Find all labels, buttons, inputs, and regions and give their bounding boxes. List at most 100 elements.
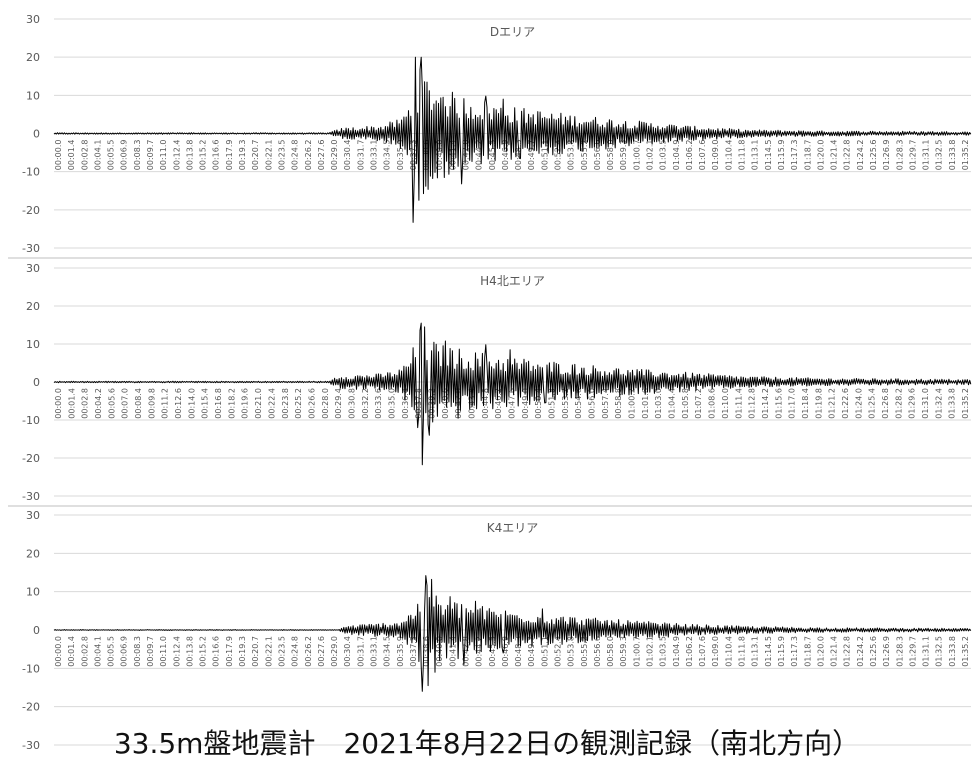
- x-tick-label: 01:22.8: [843, 636, 852, 667]
- x-tick-label: 00:07.0: [121, 388, 130, 419]
- x-tick-label: 01:26.9: [882, 636, 891, 667]
- x-tick-label: 01:22.6: [841, 388, 850, 419]
- x-tick-label: 00:40.6: [441, 388, 450, 419]
- x-tick-label: 00:00.0: [54, 636, 63, 667]
- x-tick-label: 01:04.9: [672, 140, 681, 171]
- x-tick-label: 00:25.2: [294, 388, 303, 419]
- x-tick-label: 01:11.8: [738, 636, 747, 667]
- x-tick-label: 00:09.7: [146, 140, 155, 171]
- x-tick-label: 01:24.2: [856, 636, 865, 667]
- x-tick-label: 00:22.4: [267, 388, 276, 419]
- x-tick-label: 01:29.7: [908, 140, 917, 171]
- x-tick-label: 01:07.6: [698, 140, 707, 171]
- y-tick-label: -10: [22, 166, 40, 179]
- x-tick-label: 00:59.3: [619, 140, 628, 171]
- x-tick-label: 00:27.6: [317, 636, 326, 667]
- x-tick-label: 01:20.0: [816, 140, 825, 171]
- x-tick-label: 00:09.7: [146, 636, 155, 667]
- x-tick-label: 00:44.2: [475, 636, 484, 667]
- x-tick-label: 00:21.0: [254, 388, 263, 419]
- x-tick-label: 01:26.8: [881, 388, 890, 419]
- x-tick-label: 01:03.5: [659, 140, 668, 171]
- x-tick-label: 01:28.3: [895, 636, 904, 667]
- x-tick-label: 01:02.1: [646, 636, 655, 667]
- x-tick-label: 00:31.7: [356, 636, 365, 667]
- x-tick-label: 00:27.6: [317, 140, 326, 171]
- x-tick-label: 01:15.9: [777, 140, 786, 171]
- x-tick-label: 00:08.3: [133, 636, 142, 667]
- x-tick-label: 00:58.0: [606, 636, 615, 667]
- x-tick-label: 00:16.6: [212, 140, 221, 171]
- x-tick-label: 01:33.8: [948, 636, 957, 667]
- x-tick-label: 01:15.9: [777, 636, 786, 667]
- x-tick-label: 00:30.8: [347, 388, 356, 419]
- x-tick-label: 00:11.0: [159, 636, 168, 667]
- x-tick-label: 01:06.2: [685, 140, 694, 171]
- y-tick-label: 0: [33, 624, 40, 637]
- x-tick-label: 00:22.1: [264, 140, 273, 171]
- y-tick-label: 30: [26, 262, 40, 275]
- x-tick-label: 00:49.7: [527, 140, 536, 171]
- x-tick-label: 01:06.2: [685, 636, 694, 667]
- x-tick-label: 00:02.8: [80, 140, 89, 171]
- x-tick-label: 01:10.4: [724, 140, 733, 171]
- x-tick-label: 00:06.9: [120, 636, 129, 667]
- x-tick-label: 00:33.1: [369, 140, 378, 171]
- x-tick-label: 00:29.4: [334, 388, 343, 419]
- x-tick-label: 00:47.6: [508, 388, 517, 419]
- x-tick-label: 00:17.9: [225, 140, 234, 171]
- x-tick-label: 01:24.2: [856, 140, 865, 171]
- x-tick-label: 00:15.2: [199, 140, 208, 171]
- x-tick-label: 00:35.0: [387, 388, 396, 419]
- y-tick-label: -30: [22, 490, 40, 503]
- y-tick-label: 10: [26, 338, 40, 351]
- x-tick-label: 00:08.4: [134, 388, 143, 419]
- x-tick-label: 01:32.5: [935, 140, 944, 171]
- waveform-series: [53, 56, 972, 223]
- x-tick-label: 01:14.5: [764, 140, 773, 171]
- x-tick-label: 01:17.3: [790, 140, 799, 171]
- x-tick-label: 00:52.4: [554, 140, 563, 171]
- x-tick-label: 00:00.0: [54, 388, 63, 419]
- x-tick-label: 01:19.8: [814, 388, 823, 419]
- y-tick-label: 20: [26, 51, 40, 64]
- x-tick-label: 01:35.2: [961, 388, 970, 419]
- x-tick-label: 01:20.0: [816, 636, 825, 667]
- x-tick-label: 00:40.0: [435, 140, 444, 171]
- x-tick-label: 00:09.8: [147, 388, 156, 419]
- x-tick-label: 01:00.7: [632, 636, 641, 667]
- x-tick-label: 01:07.6: [698, 636, 707, 667]
- x-tick-label: 01:00.7: [632, 140, 641, 171]
- x-tick-label: 00:34.5: [383, 636, 392, 667]
- x-tick-label: 00:23.8: [281, 388, 290, 419]
- x-tick-label: 01:35.2: [961, 140, 970, 171]
- x-tick-label: 00:28.0: [321, 388, 330, 419]
- x-tick-label: 00:45.5: [488, 636, 497, 667]
- x-tick-label: 00:15.2: [199, 636, 208, 667]
- x-tick-label: 00:02.8: [81, 388, 90, 419]
- x-tick-label: 01:14.5: [764, 636, 773, 667]
- x-tick-label: 00:12.6: [174, 388, 183, 419]
- x-tick-label: 00:56.0: [588, 388, 597, 419]
- panel-title: H4北エリア: [480, 274, 545, 288]
- x-tick-label: 01:03.0: [654, 388, 663, 419]
- x-tick-label: 00:55.2: [580, 140, 589, 171]
- x-tick-label: 01:09.0: [711, 636, 720, 667]
- x-tick-label: 00:12.4: [172, 636, 181, 667]
- x-tick-label: 00:26.2: [304, 636, 313, 667]
- x-tick-label: 00:53.8: [567, 140, 576, 171]
- x-tick-label: 00:05.5: [107, 140, 116, 171]
- x-tick-label: 00:44.2: [475, 140, 484, 171]
- x-tick-label: 00:37.3: [409, 636, 418, 667]
- x-tick-label: 00:56.6: [593, 140, 602, 171]
- x-tick-label: 00:05.5: [107, 636, 116, 667]
- x-tick-label: 01:10.4: [724, 636, 733, 667]
- x-tick-label: 00:33.6: [374, 388, 383, 419]
- x-tick-label: 00:14.0: [187, 388, 196, 419]
- x-tick-label: 00:02.8: [80, 636, 89, 667]
- x-tick-label: 00:53.2: [561, 388, 570, 419]
- x-tick-label: 01:13.1: [751, 140, 760, 171]
- x-tick-label: 00:11.0: [159, 140, 168, 171]
- x-tick-label: 00:31.7: [356, 140, 365, 171]
- panel-title: Dエリア: [490, 25, 535, 39]
